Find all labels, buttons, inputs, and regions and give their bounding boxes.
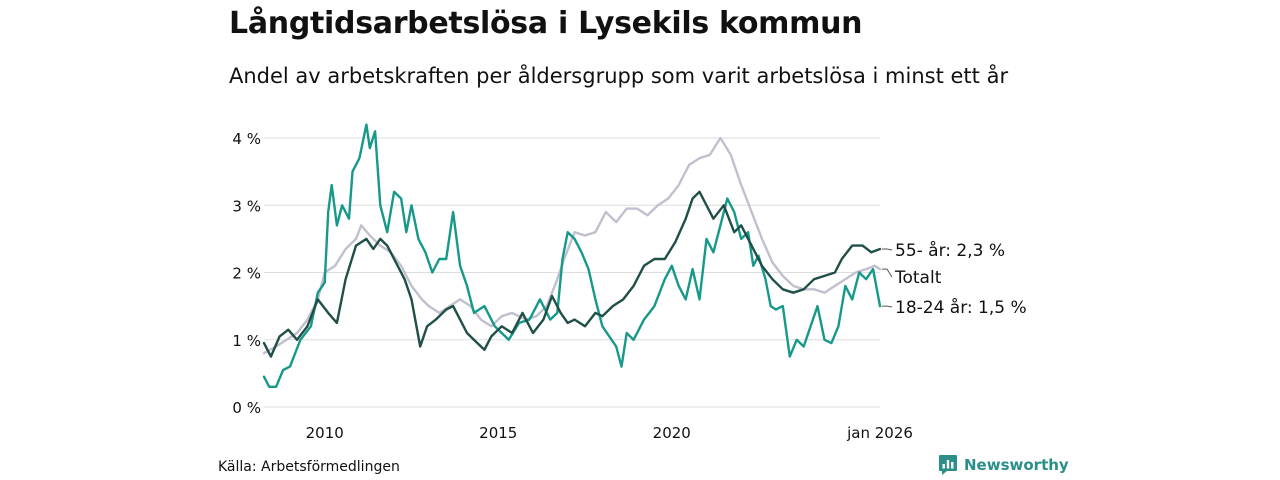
bar-chart-icon: [939, 455, 957, 475]
gridlines: [264, 137, 880, 408]
label-leader-line: [882, 268, 893, 278]
x-tick-label: jan 2026: [846, 424, 913, 442]
series-lines: [262, 123, 882, 388]
source-note: Källa: Arbetsförmedlingen: [218, 459, 400, 475]
y-tick-label: 2 %: [232, 265, 261, 283]
chart-subtitle: Andel av arbetskraften per åldersgrupp s…: [229, 64, 1009, 88]
y-axis-tick-labels: 0 % 1 % 2 % 3 % 4 %: [232, 130, 261, 417]
series-end-labels: Totalt 18-24 år: 1,5 % 55- år: 2,3 %: [882, 240, 1027, 318]
x-tick-label: 2010: [306, 424, 344, 442]
y-tick-label: 0 %: [232, 399, 261, 417]
x-tick-label: 2020: [653, 424, 691, 442]
y-tick-label: 4 %: [232, 130, 261, 148]
brand-name: Newsworthy: [964, 456, 1069, 474]
newsworthy-logo[interactable]: Newsworthy: [938, 454, 1069, 476]
series-end-label-total: Totalt: [894, 268, 942, 288]
series-line-old: [262, 190, 882, 358]
label-leader-line: [882, 305, 893, 308]
series-line-young: [262, 123, 882, 388]
series-end-label-old: 55- år: 2,3 %: [895, 240, 1005, 261]
series-end-label-young: 18-24 år: 1,5 %: [895, 297, 1027, 318]
x-axis-tick-labels: 2010 2015 2020 jan 2026: [306, 424, 913, 442]
chart-title: Långtidsarbetslösa i Lysekils kommun: [229, 6, 863, 41]
y-tick-label: 3 %: [232, 197, 261, 215]
x-tick-label: 2015: [479, 424, 517, 442]
y-tick-label: 1 %: [232, 332, 261, 350]
label-leader-line: [882, 248, 893, 251]
series-line-total: [262, 136, 882, 355]
